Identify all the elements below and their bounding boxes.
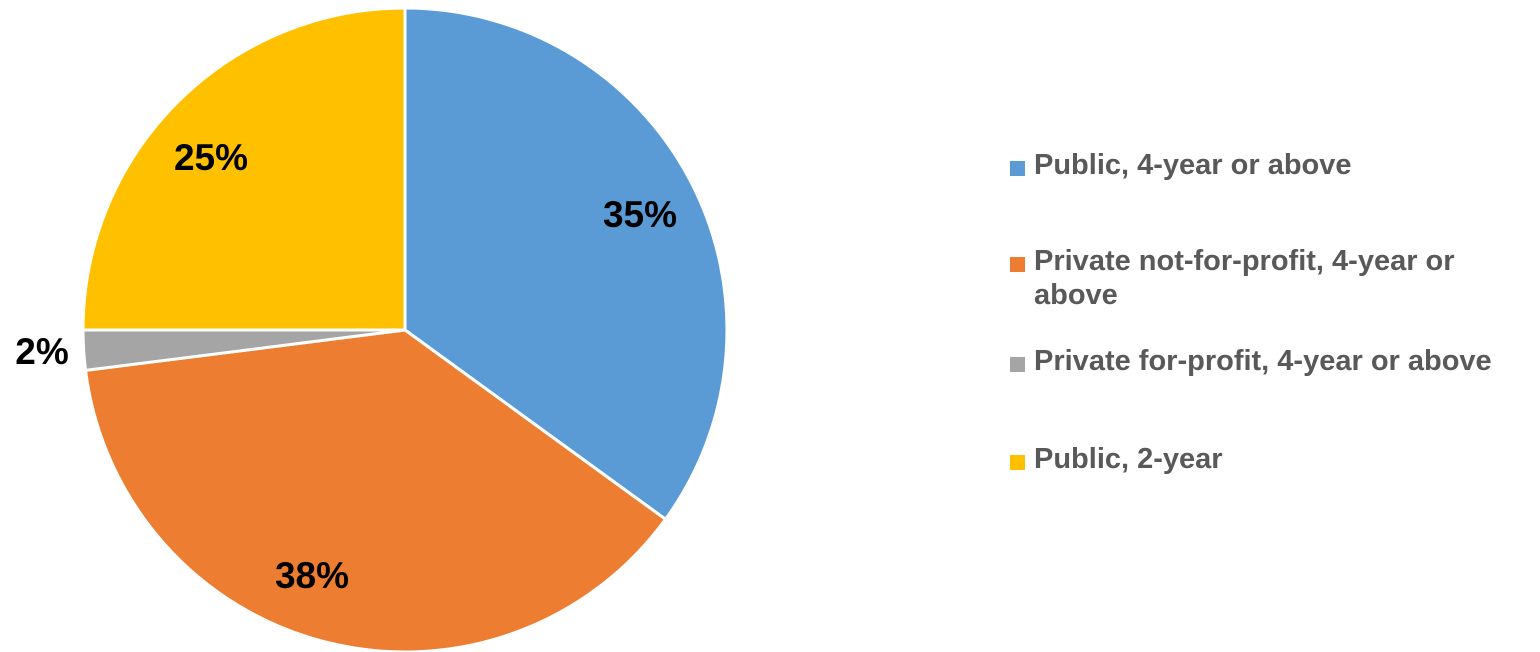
pie-slice-public-4-year: [403, 6, 729, 521]
legend-swatch-public-4-year: [1010, 161, 1025, 176]
legend-label-private-forprofit: Private for-profit, 4-year or above: [1034, 345, 1492, 377]
data-label-private-nonprofit: 38%: [275, 555, 349, 596]
legend-label-private-nonprofit: Private not-for-profit, 4-year or above: [1034, 245, 1455, 311]
legend-label-public-4-year: Public, 4-year or above: [1034, 149, 1352, 181]
legend-item-public-2-year: Public, 2-year: [1010, 442, 1530, 476]
data-label-public-4-year: 35%: [603, 194, 677, 235]
data-label-public-2-year: 25%: [174, 137, 248, 178]
legend-swatch-public-2-year: [1010, 455, 1025, 470]
legend-label-public-2-year: Public, 2-year: [1034, 443, 1223, 475]
legend-item-private-forprofit: Private for-profit, 4-year or above: [1010, 344, 1530, 378]
pie-slice-private-nonprofit: [84, 328, 667, 652]
pie-slice-public-2-year: [81, 6, 407, 332]
legend-swatch-private-forprofit: [1010, 357, 1025, 372]
legend-item-public-4-year: Public, 4-year or above: [1010, 148, 1530, 182]
legend-swatch-private-nonprofit: [1010, 257, 1025, 272]
pie-chart: 35% 38% 2% 25%: [15, 6, 729, 652]
legend-item-private-nonprofit: Private not-for-profit, 4-year or above: [1010, 244, 1530, 312]
data-label-private-forprofit: 2%: [15, 331, 68, 372]
